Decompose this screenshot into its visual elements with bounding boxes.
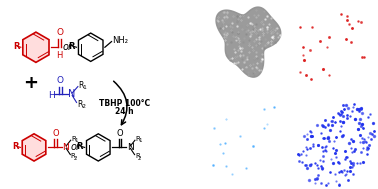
- Text: 3 μm: 3 μm: [214, 75, 232, 81]
- Text: R: R: [135, 153, 140, 160]
- Text: d: d: [294, 98, 300, 107]
- Text: R: R: [77, 142, 83, 151]
- Text: or: or: [63, 42, 73, 52]
- Text: or: or: [71, 143, 81, 152]
- Polygon shape: [79, 33, 103, 61]
- Text: O: O: [57, 76, 64, 85]
- Text: c: c: [206, 98, 211, 107]
- Text: a: a: [206, 4, 212, 13]
- Text: H: H: [48, 91, 54, 100]
- Text: R: R: [136, 136, 141, 142]
- Text: N: N: [127, 143, 133, 152]
- Text: R: R: [13, 42, 19, 51]
- Polygon shape: [22, 134, 46, 161]
- Text: 24 h: 24 h: [115, 107, 134, 116]
- Text: Co: Co: [359, 4, 375, 14]
- Text: N: N: [62, 143, 69, 152]
- Text: O: O: [116, 129, 123, 138]
- Text: +: +: [23, 74, 38, 92]
- Text: 2: 2: [138, 156, 141, 161]
- Polygon shape: [23, 32, 49, 62]
- Text: 2: 2: [74, 156, 77, 161]
- Text: R: R: [12, 142, 19, 151]
- Text: NH₂: NH₂: [112, 36, 128, 45]
- Text: H: H: [56, 51, 63, 60]
- Text: 1: 1: [82, 85, 87, 90]
- Text: O: O: [366, 98, 375, 108]
- Text: R: R: [71, 136, 76, 142]
- FancyArrowPatch shape: [114, 81, 127, 125]
- Text: R: R: [79, 81, 84, 90]
- Text: R: R: [71, 153, 76, 160]
- Text: N: N: [68, 89, 76, 99]
- Text: 1: 1: [139, 139, 142, 143]
- Polygon shape: [216, 7, 281, 77]
- Text: R: R: [68, 42, 75, 51]
- Text: b: b: [294, 4, 300, 13]
- Text: 1: 1: [74, 139, 78, 143]
- Polygon shape: [87, 134, 110, 161]
- Text: O: O: [52, 129, 59, 138]
- Text: R: R: [77, 100, 82, 109]
- Text: TBHP 100°C: TBHP 100°C: [99, 98, 150, 108]
- Text: Al: Al: [275, 98, 287, 108]
- Text: O: O: [56, 28, 63, 37]
- Text: 2: 2: [81, 104, 85, 109]
